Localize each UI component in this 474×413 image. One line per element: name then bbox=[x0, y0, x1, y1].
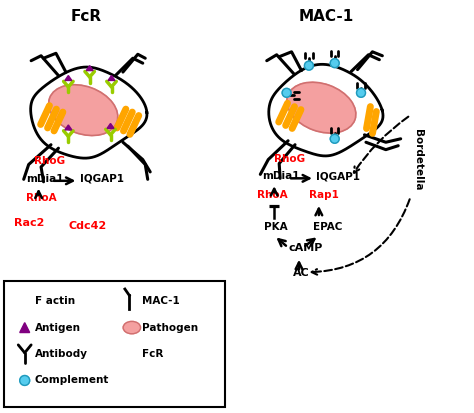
Text: Antigen: Antigen bbox=[35, 323, 81, 332]
Text: Rap1: Rap1 bbox=[309, 190, 339, 200]
Circle shape bbox=[356, 88, 365, 97]
Polygon shape bbox=[65, 76, 72, 81]
Circle shape bbox=[330, 59, 339, 68]
Text: IQGAP1: IQGAP1 bbox=[316, 171, 360, 181]
Text: PKA: PKA bbox=[264, 222, 288, 232]
Text: Antibody: Antibody bbox=[35, 349, 88, 359]
Circle shape bbox=[20, 375, 30, 385]
Text: RhoA: RhoA bbox=[257, 190, 287, 200]
Text: EPAC: EPAC bbox=[313, 222, 342, 232]
Circle shape bbox=[330, 134, 339, 143]
Ellipse shape bbox=[49, 85, 118, 135]
Ellipse shape bbox=[123, 321, 140, 334]
Text: Pathogen: Pathogen bbox=[142, 323, 198, 332]
Text: RhoA: RhoA bbox=[26, 192, 57, 202]
Ellipse shape bbox=[287, 82, 356, 133]
Text: mDia1: mDia1 bbox=[26, 174, 64, 184]
Text: RhoG: RhoG bbox=[274, 154, 305, 164]
Polygon shape bbox=[108, 76, 115, 81]
Text: AC: AC bbox=[293, 268, 310, 278]
Text: Bordetella: Bordetella bbox=[413, 129, 423, 190]
Polygon shape bbox=[31, 67, 147, 158]
FancyBboxPatch shape bbox=[4, 281, 225, 407]
Text: cAMP: cAMP bbox=[288, 243, 322, 253]
Polygon shape bbox=[107, 123, 114, 128]
Polygon shape bbox=[86, 66, 93, 71]
FancyArrowPatch shape bbox=[354, 116, 408, 173]
Text: MAC-1: MAC-1 bbox=[299, 9, 354, 24]
Circle shape bbox=[304, 61, 313, 70]
Text: Cdc42: Cdc42 bbox=[68, 221, 107, 231]
Text: RhoG: RhoG bbox=[34, 157, 65, 166]
Text: F actin: F actin bbox=[35, 297, 75, 306]
Polygon shape bbox=[65, 125, 72, 130]
Text: Rac2: Rac2 bbox=[14, 218, 44, 228]
FancyArrowPatch shape bbox=[311, 199, 410, 275]
Text: MAC-1: MAC-1 bbox=[142, 297, 180, 306]
Polygon shape bbox=[269, 64, 383, 156]
Text: Complement: Complement bbox=[35, 375, 109, 385]
Text: IQGAP1: IQGAP1 bbox=[80, 174, 124, 184]
Text: FcR: FcR bbox=[142, 349, 163, 359]
Text: FcR: FcR bbox=[70, 9, 101, 24]
Circle shape bbox=[282, 88, 291, 97]
Polygon shape bbox=[20, 323, 30, 332]
Text: mDia1: mDia1 bbox=[262, 171, 299, 181]
